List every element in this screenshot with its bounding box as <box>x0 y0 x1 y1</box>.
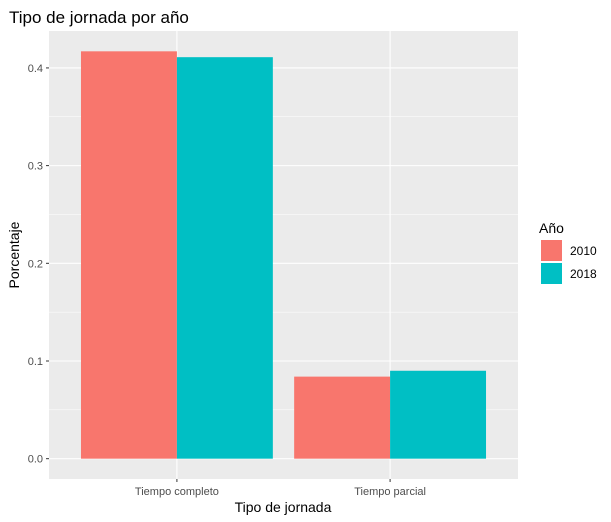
x-tick-label: Tiempo completo <box>135 486 219 498</box>
bar-2018-2 <box>390 370 487 459</box>
legend: Año 2010 2018 <box>539 220 597 284</box>
x-tick-label: Tiempo parcial <box>354 486 426 498</box>
y-tick-label: 0.0 <box>28 454 43 466</box>
bar-2018-1 <box>176 57 273 459</box>
legend-title: Año <box>539 220 564 236</box>
x-axis-title: Tipo de jornada <box>235 499 332 515</box>
bar-2010-2 <box>294 376 391 459</box>
y-tick-label: 0.2 <box>28 258 43 270</box>
bars-group <box>80 51 487 459</box>
x-axis: Tiempo completo Tiempo parcial <box>135 479 426 498</box>
legend-label-2018: 2018 <box>570 267 597 281</box>
y-tick-label: 0.3 <box>28 161 43 173</box>
y-axis: 0.0 0.1 0.2 0.3 0.4 <box>28 63 49 466</box>
legend-key-2010 <box>541 240 562 261</box>
bar-2010-1 <box>80 51 177 459</box>
y-axis-title: Porcentaje <box>6 221 22 288</box>
legend-label-2010: 2010 <box>570 244 597 258</box>
y-tick-label: 0.1 <box>28 356 43 368</box>
chart-title: Tipo de jornada por año <box>9 8 189 27</box>
legend-key-2018 <box>541 263 562 284</box>
y-tick-label: 0.4 <box>28 63 43 75</box>
